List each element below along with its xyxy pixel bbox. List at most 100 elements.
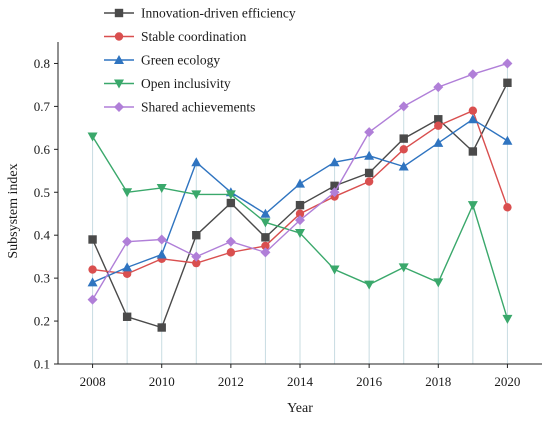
y-tick-label: 0.5 xyxy=(34,185,50,200)
legend-item: Stable coordination xyxy=(104,29,247,44)
data-point xyxy=(260,218,271,228)
x-tick-label: 2014 xyxy=(287,374,314,389)
data-point xyxy=(434,121,443,130)
data-point xyxy=(261,233,270,242)
data-point xyxy=(261,241,270,251)
data-point xyxy=(398,161,409,171)
data-point xyxy=(192,258,201,268)
legend-label: Innovation-driven efficiency xyxy=(141,6,296,21)
legend: Innovation-driven efficiency Stable coord… xyxy=(104,6,296,115)
data-point xyxy=(399,145,408,154)
legend-marker xyxy=(114,79,124,89)
data-point xyxy=(156,249,167,259)
x-tick-label: 2018 xyxy=(425,374,451,389)
data-point xyxy=(467,114,478,124)
x-tick-label: 2016 xyxy=(356,374,383,389)
data-point xyxy=(295,215,305,226)
legend-marker xyxy=(114,55,124,64)
data-point xyxy=(399,134,408,143)
y-tick-label: 0.3 xyxy=(34,271,50,286)
data-point xyxy=(329,265,340,275)
data-point xyxy=(502,58,513,69)
legend-label: Shared achievements xyxy=(141,100,255,115)
data-point xyxy=(192,231,201,240)
data-point xyxy=(502,314,513,324)
x-tick-label: 2012 xyxy=(218,374,244,389)
series-3 xyxy=(87,132,513,324)
data-point xyxy=(191,190,202,200)
legend-label: Green ecology xyxy=(141,53,220,68)
data-point xyxy=(468,106,478,115)
data-point xyxy=(433,278,444,288)
series-4 xyxy=(87,58,513,305)
legend-label: Stable coordination xyxy=(141,29,247,44)
y-axis-title: Subsystem index xyxy=(6,163,21,258)
data-point xyxy=(122,312,132,321)
data-point xyxy=(330,181,339,191)
data-point xyxy=(260,208,271,218)
data-point xyxy=(87,132,98,142)
y-tick-label: 0.1 xyxy=(34,357,50,372)
data-point xyxy=(226,198,236,208)
y-tick-label: 0.8 xyxy=(34,56,50,71)
data-point xyxy=(87,277,98,287)
data-point xyxy=(88,235,97,244)
y-axis-ticks: 0.1 0.2 0.3 0.4 0.5 0.6 0.7 0.8 xyxy=(34,56,58,372)
legend-item: Innovation-driven efficiency xyxy=(104,6,296,21)
data-point xyxy=(364,280,375,290)
data-point xyxy=(329,187,340,198)
x-tick-label: 2010 xyxy=(149,374,175,389)
data-point xyxy=(503,203,512,212)
x-axis-ticks: 2008 2010 2012 2014 2016 2018 2020 xyxy=(80,364,520,389)
data-point xyxy=(191,157,202,167)
data-point xyxy=(364,168,374,178)
y-tick-label: 0.7 xyxy=(34,99,51,114)
data-point xyxy=(156,234,167,245)
axes: 0.1 0.2 0.3 0.4 0.5 0.6 0.7 0.8 2008 2010 2012 201… xyxy=(6,42,542,416)
legend-item: Open inclusivity xyxy=(104,76,231,91)
x-tick-label: 2008 xyxy=(80,374,106,389)
data-point xyxy=(364,127,375,138)
legend-item: Shared achievements xyxy=(104,100,255,115)
data-point xyxy=(467,69,478,80)
legend-label: Open inclusivity xyxy=(141,76,231,91)
data-point xyxy=(122,269,132,279)
x-tick-label: 2020 xyxy=(494,374,520,389)
data-point xyxy=(329,157,340,167)
data-point xyxy=(122,262,133,272)
data-point xyxy=(398,263,409,273)
data-point xyxy=(433,82,444,93)
data-point xyxy=(225,236,236,247)
x-axis-title: Year xyxy=(287,401,313,416)
data-point xyxy=(87,294,98,305)
data-point xyxy=(433,137,444,147)
y-tick-label: 0.6 xyxy=(34,142,51,157)
legend-marker xyxy=(114,8,124,18)
data-point xyxy=(88,265,97,274)
data-point xyxy=(503,78,512,87)
data-point xyxy=(295,200,305,210)
data-point xyxy=(467,201,478,211)
series-group xyxy=(87,58,513,332)
data-point xyxy=(191,251,202,262)
series-0 xyxy=(88,78,512,332)
data-point xyxy=(398,101,409,112)
data-point xyxy=(364,177,374,186)
data-point xyxy=(157,323,166,332)
legend-item: Green ecology xyxy=(104,53,220,68)
data-point xyxy=(226,248,236,257)
data-point xyxy=(122,188,133,198)
legend-marker xyxy=(114,102,124,112)
data-point xyxy=(225,190,236,200)
y-tick-label: 0.2 xyxy=(34,314,50,329)
legend-marker xyxy=(114,32,124,41)
data-point xyxy=(295,229,305,239)
data-point xyxy=(122,236,133,247)
data-point xyxy=(364,150,375,160)
data-point xyxy=(260,247,271,258)
data-point xyxy=(295,178,305,188)
data-point xyxy=(295,209,305,218)
data-point xyxy=(502,135,513,145)
y-tick-label: 0.4 xyxy=(34,228,51,243)
